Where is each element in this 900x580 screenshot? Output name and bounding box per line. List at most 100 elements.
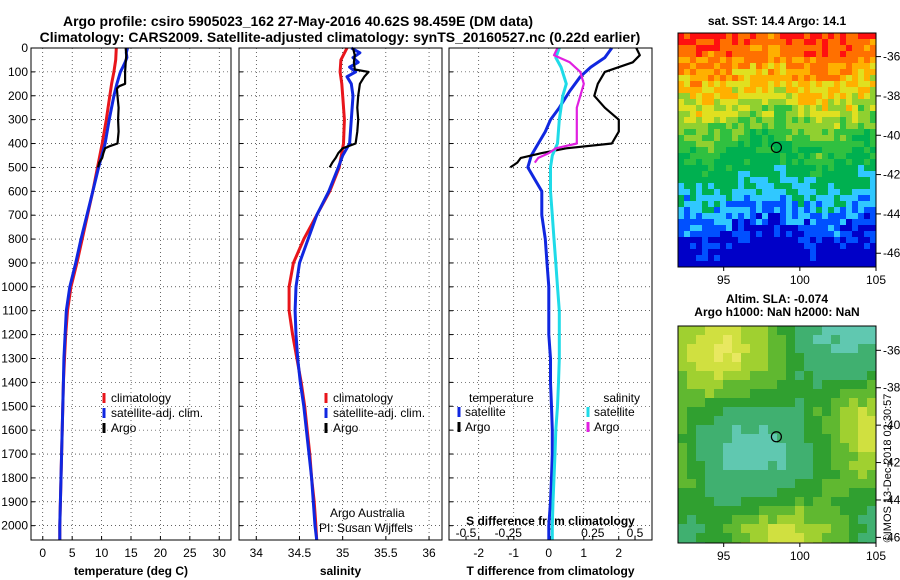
heatmap-cell bbox=[816, 225, 822, 231]
heatmap-cell bbox=[768, 524, 777, 533]
heatmap-cell bbox=[732, 416, 741, 425]
heatmap-cell bbox=[705, 353, 714, 362]
heatmap-cell bbox=[822, 524, 831, 533]
heatmap-cell bbox=[813, 335, 822, 344]
heatmap-cell bbox=[702, 255, 708, 261]
heatmap-cell bbox=[678, 63, 684, 69]
heatmap-cell bbox=[708, 117, 714, 123]
heatmap-cell bbox=[714, 371, 723, 380]
heatmap-cell bbox=[768, 39, 774, 45]
heatmap-cell bbox=[768, 225, 774, 231]
heatmap-cell bbox=[810, 75, 816, 81]
heatmap-cell bbox=[786, 201, 792, 207]
heatmap-cell bbox=[849, 353, 858, 362]
heatmap-cell bbox=[864, 33, 870, 39]
heatmap-cell bbox=[726, 51, 732, 57]
heatmap-cell bbox=[696, 207, 702, 213]
heatmap-cell bbox=[750, 63, 756, 69]
heatmap-cell bbox=[810, 195, 816, 201]
heatmap-cell bbox=[867, 353, 876, 362]
heatmap-cell bbox=[678, 533, 687, 542]
heatmap-cell bbox=[750, 255, 756, 261]
heatmap-cell bbox=[684, 117, 690, 123]
heatmap-cell bbox=[690, 135, 696, 141]
heatmap-cell bbox=[858, 33, 864, 39]
heatmap-cell bbox=[822, 479, 831, 488]
heatmap-cell bbox=[780, 75, 786, 81]
heatmap-cell bbox=[678, 470, 687, 479]
heatmap-cell bbox=[768, 488, 777, 497]
heatmap-cell bbox=[867, 443, 876, 452]
heatmap-cell bbox=[864, 201, 870, 207]
heatmap-cell bbox=[804, 45, 810, 51]
heatmap-cell bbox=[732, 207, 738, 213]
heatmap-cell bbox=[798, 231, 804, 237]
heatmap-cell bbox=[714, 129, 720, 135]
heatmap-cell bbox=[687, 371, 696, 380]
heatmap-cell bbox=[702, 63, 708, 69]
heatmap-cell bbox=[696, 461, 705, 470]
depth-tick-label-200: 200 bbox=[8, 89, 28, 103]
x-axis-label: temperature (deg C) bbox=[74, 564, 188, 578]
heatmap-cell bbox=[831, 479, 840, 488]
legend-label-satellite-adj-clim: satellite-adj. clim. bbox=[111, 406, 203, 420]
heatmap-cell bbox=[705, 515, 714, 524]
heatmap-cell bbox=[774, 33, 780, 39]
heatmap-cell bbox=[786, 249, 792, 255]
heatmap-cell bbox=[684, 111, 690, 117]
heatmap-cell bbox=[858, 249, 864, 255]
x-tick-label-34-5: 34.5 bbox=[288, 546, 312, 560]
heatmap-cell bbox=[864, 231, 870, 237]
series-argo bbox=[97, 47, 128, 168]
heatmap-cell bbox=[792, 213, 798, 219]
heatmap-cell bbox=[852, 81, 858, 87]
heatmap-cell bbox=[840, 123, 846, 129]
heatmap-cell bbox=[786, 362, 795, 371]
heatmap-cell bbox=[786, 344, 795, 353]
heatmap-cell bbox=[756, 39, 762, 45]
heatmap-cell bbox=[804, 75, 810, 81]
heatmap-cell bbox=[864, 45, 870, 51]
heatmap-cell bbox=[756, 255, 762, 261]
heatmap-cell bbox=[702, 69, 708, 75]
heatmap-cell bbox=[840, 434, 849, 443]
heatmap-cell bbox=[786, 135, 792, 141]
heatmap-cell bbox=[774, 189, 780, 195]
heatmap-cell bbox=[867, 362, 876, 371]
heatmap-cell bbox=[702, 261, 708, 267]
heatmap-cell bbox=[846, 57, 852, 63]
heatmap-cell bbox=[810, 153, 816, 159]
heatmap-cell bbox=[723, 326, 732, 335]
heatmap-cell bbox=[816, 207, 822, 213]
heatmap-cell bbox=[774, 57, 780, 63]
heatmap-cell bbox=[840, 326, 849, 335]
heatmap-cell bbox=[870, 33, 876, 39]
heatmap-cell bbox=[831, 362, 840, 371]
heatmap-cell bbox=[720, 123, 726, 129]
heatmap-cell bbox=[738, 153, 744, 159]
heatmap-cell bbox=[762, 171, 768, 177]
heatmap-cell bbox=[738, 177, 744, 183]
heatmap-cell bbox=[741, 353, 750, 362]
heatmap-cell bbox=[741, 524, 750, 533]
depth-tick-label-500: 500 bbox=[8, 160, 28, 174]
heatmap-cell bbox=[828, 195, 834, 201]
heatmap-cell bbox=[696, 434, 705, 443]
heatmap-cell bbox=[738, 231, 744, 237]
heatmap-cell bbox=[762, 231, 768, 237]
heatmap-cell bbox=[858, 344, 867, 353]
lon-tick-label-105: 105 bbox=[866, 549, 886, 563]
heatmap-cell bbox=[744, 249, 750, 255]
heatmap-cell bbox=[774, 111, 780, 117]
heatmap-cell bbox=[705, 506, 714, 515]
heatmap-cell bbox=[849, 416, 858, 425]
heatmap-cell bbox=[849, 533, 858, 542]
heatmap-cell bbox=[870, 249, 876, 255]
heatmap-cell bbox=[777, 443, 786, 452]
heatmap-cell bbox=[858, 51, 864, 57]
heatmap-cell bbox=[726, 105, 732, 111]
heatmap-cell bbox=[678, 524, 687, 533]
heatmap-cell bbox=[678, 69, 684, 75]
heatmap-cell bbox=[678, 99, 684, 105]
heatmap-cell bbox=[804, 219, 810, 225]
